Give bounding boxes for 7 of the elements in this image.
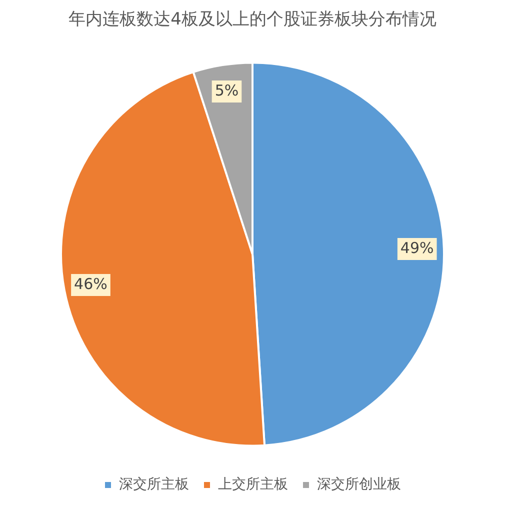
- legend-label: 深交所创业板: [317, 476, 401, 493]
- data-label: 49%: [400, 238, 434, 257]
- legend-label: 深交所主板: [119, 476, 189, 493]
- data-label: 46%: [74, 274, 108, 293]
- chart-title: 年内连板数达4板及以上的个股证券板块分布情况: [68, 10, 436, 30]
- data-label: 5%: [214, 81, 239, 100]
- legend-label: 上交所主板: [218, 476, 288, 493]
